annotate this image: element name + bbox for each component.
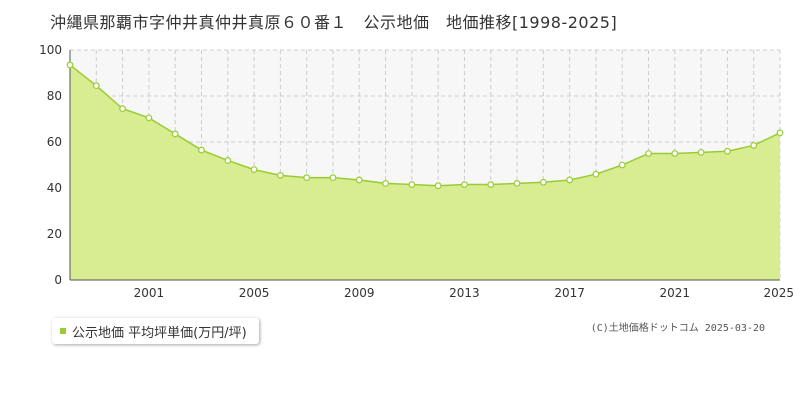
data-point: [408, 181, 416, 188]
copyright-text: (C)土地価格ドットコム 2025-03-20: [590, 323, 765, 334]
data-point: [461, 181, 468, 188]
data-point: [145, 114, 153, 122]
y-tick-label: 20: [47, 227, 62, 241]
data-point: [434, 182, 442, 190]
legend: 公示地価 平均坪単価(万円/坪): [52, 318, 259, 344]
x-tick-label: 2017: [554, 286, 585, 300]
y-axis-ticks: 0 20 40 60 80 100: [39, 43, 62, 287]
data-point: [724, 147, 731, 155]
data-point: [487, 181, 495, 188]
y-tick-label: 80: [47, 89, 62, 103]
data-point: [276, 171, 284, 179]
data-point: [66, 61, 74, 69]
data-point: [171, 130, 179, 138]
data-point: [119, 105, 126, 113]
x-tick-label: 2005: [239, 286, 270, 300]
x-tick-label: 2013: [449, 286, 480, 300]
data-point: [329, 174, 337, 182]
data-point: [750, 142, 758, 149]
price-line: [69, 64, 781, 187]
data-point: [539, 178, 547, 186]
data-point: [224, 156, 232, 164]
data-point: [592, 170, 600, 178]
chart-title: 沖縄県那覇市字仲井真仲井真原６０番１ 公示地価 地価推移[1998-2025]: [50, 13, 618, 32]
data-point: [250, 166, 258, 174]
y-tick-label: 40: [47, 181, 62, 195]
legend-marker-icon: [60, 328, 66, 334]
x-tick-label: 2001: [134, 286, 165, 300]
data-point: [92, 82, 100, 90]
data-point: [776, 129, 784, 137]
x-axis-ticks: 2001 2005 2009 2013 2017 2021 2025: [134, 286, 794, 300]
x-tick-label: 2025: [763, 286, 794, 300]
data-point: [671, 150, 679, 157]
data-point: [382, 179, 389, 187]
data-point: [618, 161, 626, 169]
data-point: [355, 176, 363, 184]
data-points: [66, 61, 784, 190]
data-point: [198, 146, 205, 154]
y-tick-label: 60: [47, 135, 62, 149]
data-point: [303, 174, 311, 182]
x-tick-label: 2021: [660, 286, 691, 300]
data-point: [566, 176, 574, 184]
y-tick-label: 0: [54, 273, 62, 287]
data-point: [697, 148, 705, 156]
data-point: [645, 150, 652, 157]
legend-label: 公示地価 平均坪単価(万円/坪): [72, 325, 247, 341]
price-area: [70, 64, 780, 280]
x-tick-label: 2009: [344, 286, 375, 300]
y-tick-label: 100: [39, 43, 62, 57]
data-point: [513, 179, 521, 187]
